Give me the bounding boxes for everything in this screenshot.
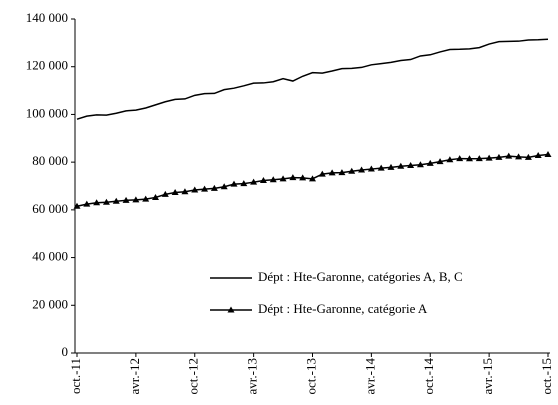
data-point — [181, 188, 189, 195]
legend-marker — [227, 306, 235, 313]
data-point — [259, 177, 267, 184]
x-tick-label: oct.-15 — [539, 358, 554, 394]
x-tick-label: avr.-13 — [245, 358, 260, 394]
data-point — [524, 153, 532, 160]
data-point — [93, 199, 101, 206]
data-point — [416, 161, 424, 168]
data-point — [367, 165, 375, 172]
data-point — [102, 198, 110, 205]
data-point — [171, 188, 179, 195]
data-point — [279, 175, 287, 182]
data-point — [240, 180, 248, 187]
data-point — [358, 166, 366, 173]
data-point — [112, 197, 120, 204]
data-point — [122, 196, 130, 203]
x-tick-label: avr.-14 — [362, 358, 377, 395]
data-point — [152, 193, 159, 200]
data-point — [191, 186, 199, 193]
x-tick-label: oct.-13 — [303, 358, 318, 394]
data-point — [83, 200, 91, 207]
x-tick-label: oct.-11 — [68, 358, 83, 394]
data-point — [161, 190, 169, 197]
data-point — [142, 195, 150, 202]
data-point — [338, 169, 346, 176]
data-point — [377, 164, 385, 171]
data-point — [269, 176, 277, 183]
y-tick-label: 140 000 — [26, 10, 68, 25]
y-tick-label: 120 000 — [26, 58, 68, 73]
data-point — [426, 159, 434, 166]
data-point — [466, 155, 473, 162]
data-point — [132, 196, 140, 203]
data-point — [220, 183, 228, 190]
y-tick-label: 0 — [62, 344, 69, 359]
data-point — [201, 185, 209, 192]
x-tick-label: oct.-14 — [421, 358, 436, 395]
x-tick-label: avr.-15 — [480, 358, 495, 394]
x-tick-label: avr.-12 — [127, 358, 142, 394]
y-tick-label: 100 000 — [26, 105, 68, 120]
y-tick-label: 40 000 — [32, 249, 68, 264]
y-tick-label: 80 000 — [32, 153, 68, 168]
data-point — [456, 155, 464, 162]
data-point — [289, 174, 297, 181]
data-point — [515, 153, 523, 160]
data-point — [436, 158, 444, 165]
data-point — [230, 180, 238, 187]
data-point — [397, 162, 405, 169]
data-point — [485, 154, 493, 161]
data-point — [73, 202, 81, 209]
data-point — [348, 167, 356, 174]
data-point — [505, 152, 513, 159]
x-tick-label: oct.-12 — [186, 358, 201, 394]
series-line — [76, 38, 549, 120]
data-point — [318, 170, 326, 177]
data-point — [407, 161, 415, 168]
data-point — [475, 155, 483, 162]
data-point — [309, 175, 316, 182]
y-tick-label: 20 000 — [32, 296, 68, 311]
data-point — [250, 178, 258, 185]
data-point — [210, 184, 218, 191]
data-point — [544, 151, 552, 158]
data-point — [446, 156, 454, 163]
y-tick-label: 60 000 — [32, 201, 68, 216]
data-point — [387, 163, 395, 170]
data-point — [299, 174, 307, 181]
data-point — [495, 153, 503, 160]
data-point — [328, 169, 336, 176]
legend-label: Dépt : Hte-Garonne, catégorie A — [258, 301, 428, 316]
data-point — [534, 151, 542, 158]
legend-label: Dépt : Hte-Garonne, catégories A, B, C — [258, 269, 463, 284]
